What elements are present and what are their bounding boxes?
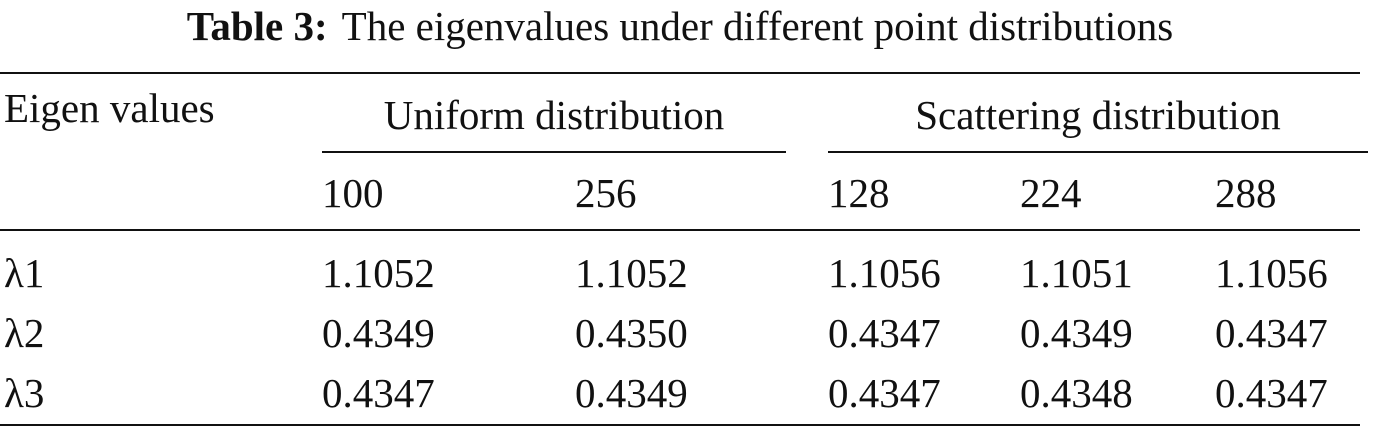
caption-text: The eigenvalues under different point di… [341,3,1174,49]
cell: 1.1056 [828,250,941,296]
group-rule [828,151,1368,153]
row-header: Eigen values [4,85,215,131]
mid-rule [0,229,1360,231]
row-label: λ3 [4,370,45,416]
group-header: Uniform distribution [383,92,725,138]
group-rule [322,151,786,153]
cell: 0.4349 [1020,310,1133,356]
group-header: Scattering distribution [915,92,1281,138]
cell: 0.4347 [1215,310,1328,356]
cell: 0.4347 [828,370,941,416]
row-label: λ2 [4,310,45,356]
cell: 0.4350 [575,310,688,356]
cell: 1.1056 [1215,250,1328,296]
cell: 0.4349 [575,370,688,416]
cell: 0.4349 [322,310,435,356]
column-header: 256 [575,170,637,216]
caption-label: Table 3: [186,3,328,49]
bottom-rule [0,424,1360,426]
row-label: λ1 [4,250,45,296]
cell: 0.4347 [828,310,941,356]
cell: 0.4348 [1020,370,1133,416]
column-header: 128 [828,170,890,216]
cell: 1.1052 [322,250,435,296]
top-rule [0,72,1360,74]
cell: 0.4347 [322,370,435,416]
column-header: 288 [1215,170,1277,216]
cell: 1.1051 [1020,250,1133,296]
column-header: 100 [322,170,384,216]
cell: 0.4347 [1215,370,1328,416]
cell: 1.1052 [575,250,688,296]
caption: Table 3: The eigenvalues under different … [0,6,1360,47]
column-header: 224 [1020,170,1082,216]
